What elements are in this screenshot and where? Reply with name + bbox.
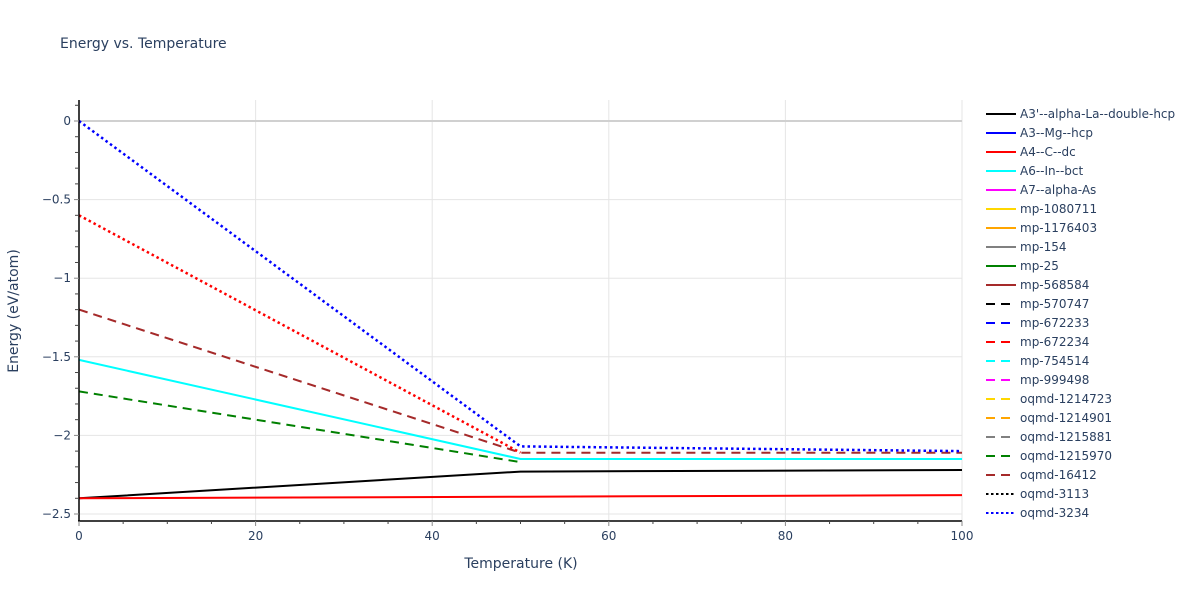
legend-item[interactable]: oqmd-1215881 <box>984 427 1175 446</box>
legend-label: oqmd-1214723 <box>1020 391 1113 406</box>
legend-label: mp-754514 <box>1020 353 1090 368</box>
legend-item[interactable]: mp-154 <box>984 237 1175 256</box>
legend-swatch-icon <box>986 189 1016 191</box>
x-axis-title: Temperature (K) <box>463 556 577 572</box>
legend-label: mp-570747 <box>1020 296 1090 311</box>
legend-label: mp-25 <box>1020 258 1059 273</box>
legend-label: A3'--alpha-La--double-hcp <box>1020 106 1176 121</box>
x-tick-label: 100 <box>951 529 974 543</box>
series-layer <box>78 119 963 500</box>
legend-label: A6--In--bct <box>1020 163 1084 178</box>
legend-swatch-icon <box>986 265 1016 267</box>
gridlines <box>78 100 963 521</box>
legend-item[interactable]: oqmd-3113 <box>984 484 1175 503</box>
legend-swatch-icon <box>986 398 1016 400</box>
legend-label: oqmd-1215970 <box>1020 448 1113 463</box>
legend-item[interactable]: mp-672234 <box>984 332 1175 351</box>
legend-item[interactable]: A6--In--bct <box>984 161 1175 180</box>
x-tick-label: 20 <box>248 529 263 543</box>
x-tick-label: 0 <box>75 529 83 543</box>
legend-swatch-icon <box>986 322 1016 324</box>
legend-label: mp-672234 <box>1020 334 1090 349</box>
legend-label: mp-568584 <box>1020 277 1090 292</box>
legend-item[interactable]: A7--alpha-As <box>984 180 1175 199</box>
legend-swatch-icon <box>986 379 1016 381</box>
legend-item[interactable]: oqmd-1214901 <box>984 408 1175 427</box>
legend-swatch-icon <box>986 132 1016 134</box>
legend-label: oqmd-1215881 <box>1020 429 1113 444</box>
legend-swatch-icon <box>986 151 1016 153</box>
legend-swatch-icon <box>986 246 1016 248</box>
legend-label: mp-999498 <box>1020 372 1090 387</box>
legend-swatch-icon <box>986 208 1016 210</box>
y-tick-label: −0.5 <box>42 193 71 207</box>
legend-item[interactable]: mp-672233 <box>984 313 1175 332</box>
series-line <box>78 390 521 464</box>
legend-swatch-icon <box>986 512 1016 514</box>
legend-label: mp-1080711 <box>1020 201 1098 216</box>
y-axis-title: Energy (eV/atom) <box>6 249 22 373</box>
legend-swatch-icon <box>986 284 1016 286</box>
legend-label: mp-672233 <box>1020 315 1090 330</box>
y-tick-label: −1 <box>53 271 71 285</box>
series-line <box>78 119 963 453</box>
legend-label: A7--alpha-As <box>1020 182 1097 197</box>
legend-label: A4--C--dc <box>1020 144 1076 159</box>
legend-swatch-icon <box>986 170 1016 172</box>
axes: 0 20 40 60 80 100 0 −0.5 −1 −1.5 −2 −2.5 <box>42 100 974 543</box>
legend-swatch-icon <box>986 493 1016 495</box>
series-line <box>78 308 962 454</box>
legend-item[interactable]: oqmd-1215970 <box>984 446 1175 465</box>
legend-label: mp-1176403 <box>1020 220 1098 235</box>
series-line <box>78 494 963 500</box>
legend-item[interactable]: mp-999498 <box>984 370 1175 389</box>
x-tick-label: 40 <box>425 529 440 543</box>
legend-item[interactable]: oqmd-3234 <box>984 503 1175 522</box>
legend-item[interactable]: A3'--alpha-La--double-hcp <box>984 104 1175 123</box>
y-tick-label: −1.5 <box>42 350 71 364</box>
series-line <box>78 214 522 454</box>
legend-item[interactable]: A4--C--dc <box>984 142 1175 161</box>
legend-swatch-icon <box>986 455 1016 457</box>
series-line <box>78 358 962 460</box>
x-tick-label: 80 <box>778 529 793 543</box>
legend-item[interactable]: mp-568584 <box>984 275 1175 294</box>
y-tick-label: −2.5 <box>42 507 71 521</box>
legend-swatch-icon <box>986 227 1016 229</box>
legend-item[interactable]: oqmd-16412 <box>984 465 1175 484</box>
legend-item[interactable]: mp-754514 <box>984 351 1175 370</box>
legend-item[interactable]: mp-1176403 <box>984 218 1175 237</box>
legend-swatch-icon <box>986 436 1016 438</box>
x-tick-label: 60 <box>601 529 616 543</box>
legend-swatch-icon <box>986 474 1016 476</box>
legend-swatch-icon <box>986 360 1016 362</box>
legend-swatch-icon <box>986 113 1016 115</box>
legend-label: oqmd-1214901 <box>1020 410 1113 425</box>
chart-title: Energy vs. Temperature <box>60 36 227 52</box>
y-tick-label: 0 <box>63 114 71 128</box>
legend-swatch-icon <box>986 303 1016 305</box>
legend-item[interactable]: oqmd-1214723 <box>984 389 1175 408</box>
legend-swatch-icon <box>986 417 1016 419</box>
legend-label: A3--Mg--hcp <box>1020 125 1093 140</box>
y-tick-label: −2 <box>53 428 71 442</box>
legend-item[interactable]: mp-570747 <box>984 294 1175 313</box>
legend-swatch-icon <box>986 341 1016 343</box>
legend-label: oqmd-3234 <box>1020 505 1090 520</box>
legend-item[interactable]: mp-1080711 <box>984 199 1175 218</box>
series-line <box>78 469 963 500</box>
legend: A3'--alpha-La--double-hcp A3--Mg--hcp A4--… <box>984 104 1175 522</box>
legend-label: oqmd-16412 <box>1020 467 1097 482</box>
legend-label: oqmd-3113 <box>1020 486 1090 501</box>
legend-item[interactable]: A3--Mg--hcp <box>984 123 1175 142</box>
legend-label: mp-154 <box>1020 239 1067 254</box>
legend-item[interactable]: mp-25 <box>984 256 1175 275</box>
